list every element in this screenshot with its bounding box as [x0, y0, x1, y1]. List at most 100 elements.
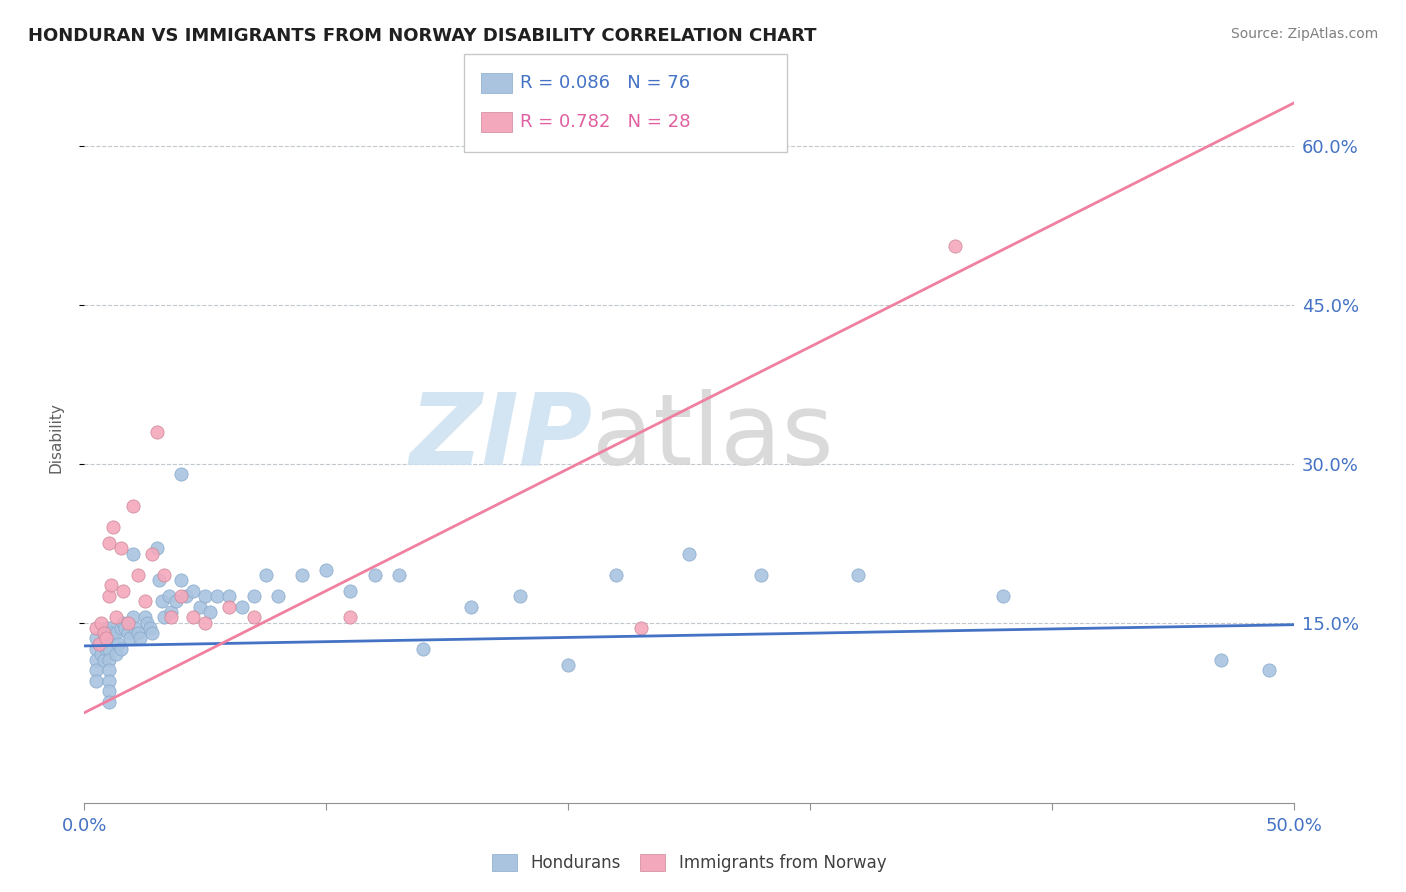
Point	[630, 621, 652, 635]
Point	[97, 621, 120, 635]
Point	[136, 615, 159, 630]
Point	[218, 599, 240, 614]
Point	[146, 425, 169, 439]
Point	[124, 621, 146, 635]
Y-axis label: Disability: Disability	[49, 401, 63, 473]
Point	[97, 663, 120, 677]
Point	[146, 541, 169, 556]
Text: R = 0.782   N = 28: R = 0.782 N = 28	[520, 113, 690, 131]
Point	[291, 567, 314, 582]
Point	[90, 648, 112, 662]
Point	[86, 642, 108, 657]
Text: Source: ZipAtlas.com: Source: ZipAtlas.com	[1230, 27, 1378, 41]
Point	[97, 632, 120, 646]
Point	[198, 605, 221, 619]
Point	[127, 567, 149, 582]
Point	[110, 642, 132, 657]
Point	[117, 615, 139, 630]
Point	[363, 567, 385, 582]
Point	[605, 567, 627, 582]
Point	[1209, 653, 1232, 667]
Point	[97, 695, 120, 709]
Point	[141, 626, 163, 640]
Point	[86, 663, 108, 677]
Point	[94, 632, 117, 646]
Point	[557, 658, 579, 673]
Point	[127, 626, 149, 640]
Point	[97, 589, 120, 603]
Point	[190, 599, 212, 614]
Point	[150, 594, 173, 608]
Point	[181, 583, 204, 598]
Point	[93, 653, 115, 667]
Point	[160, 605, 183, 619]
Point	[242, 610, 264, 624]
Legend: Hondurans, Immigrants from Norway: Hondurans, Immigrants from Norway	[485, 847, 893, 879]
Text: ZIP: ZIP	[409, 389, 592, 485]
Point	[90, 615, 112, 630]
Point	[943, 239, 966, 253]
Point	[181, 610, 204, 624]
Point	[254, 567, 277, 582]
Point	[86, 621, 108, 635]
Point	[121, 610, 143, 624]
Point	[93, 637, 115, 651]
Point	[148, 573, 170, 587]
Point	[104, 610, 127, 624]
Point	[174, 589, 197, 603]
Point	[100, 626, 122, 640]
Text: HONDURAN VS IMMIGRANTS FROM NORWAY DISABILITY CORRELATION CHART: HONDURAN VS IMMIGRANTS FROM NORWAY DISAB…	[28, 27, 817, 45]
Point	[160, 610, 183, 624]
Point	[117, 626, 139, 640]
Point	[94, 642, 117, 657]
Point	[170, 573, 193, 587]
Point	[97, 653, 120, 667]
Point	[138, 621, 160, 635]
Point	[339, 610, 361, 624]
Point	[412, 642, 434, 657]
Point	[93, 626, 115, 640]
Point	[134, 610, 156, 624]
Point	[103, 632, 125, 646]
Point	[107, 637, 129, 651]
Text: R = 0.086   N = 76: R = 0.086 N = 76	[520, 74, 690, 92]
Point	[120, 632, 142, 646]
Point	[231, 599, 253, 614]
Point	[218, 589, 240, 603]
Point	[242, 589, 264, 603]
Point	[86, 673, 108, 688]
Point	[153, 610, 176, 624]
Point	[165, 594, 187, 608]
Point	[1258, 663, 1281, 677]
Point	[267, 589, 290, 603]
Point	[129, 632, 152, 646]
Point	[751, 567, 773, 582]
Point	[170, 589, 193, 603]
Point	[388, 567, 411, 582]
Point	[846, 567, 869, 582]
Point	[97, 673, 120, 688]
Point	[194, 589, 217, 603]
Point	[110, 541, 132, 556]
Point	[121, 499, 143, 513]
Point	[112, 583, 135, 598]
Point	[315, 563, 337, 577]
Point	[86, 653, 108, 667]
Point	[153, 567, 176, 582]
Point	[141, 547, 163, 561]
Point	[87, 637, 110, 651]
Point	[103, 520, 125, 534]
Point	[97, 642, 120, 657]
Point	[157, 589, 180, 603]
Point	[509, 589, 531, 603]
Point	[90, 637, 112, 651]
Text: atlas: atlas	[592, 389, 834, 485]
Point	[86, 632, 108, 646]
Point	[121, 547, 143, 561]
Point	[460, 599, 482, 614]
Point	[104, 648, 127, 662]
Point	[110, 621, 132, 635]
Point	[94, 621, 117, 635]
Point	[93, 626, 115, 640]
Point	[100, 578, 122, 592]
